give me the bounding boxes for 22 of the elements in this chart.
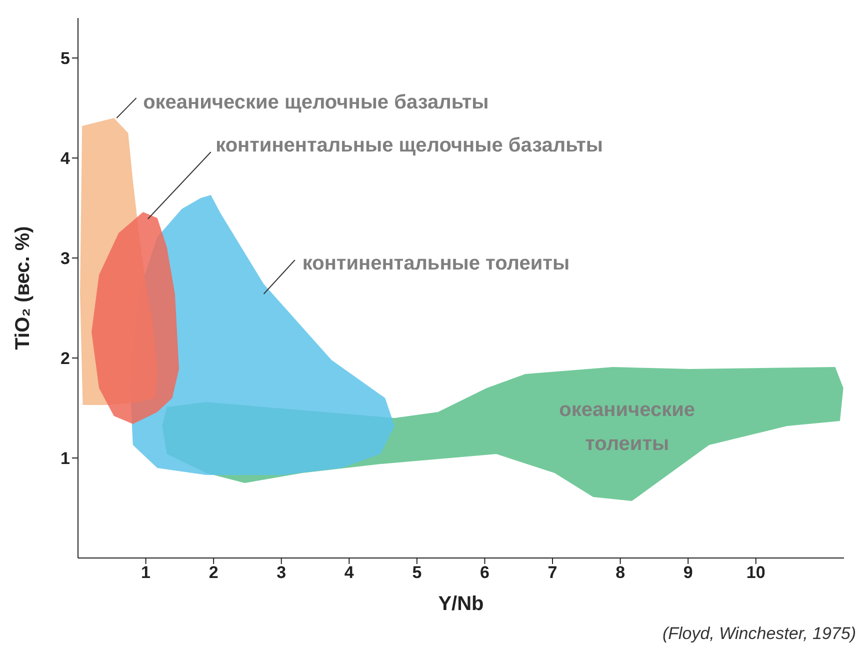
x-tick-label: 1 <box>141 563 151 582</box>
x-axis-title: Y/Nb <box>438 593 484 615</box>
x-tick-label: 10 <box>746 563 766 582</box>
x-tick-label: 6 <box>480 563 490 582</box>
x-tick-label: 2 <box>208 563 218 582</box>
y-tick-label: 4 <box>60 149 71 168</box>
y-tick-label: 5 <box>60 49 70 68</box>
x-tick-label: 9 <box>683 563 693 582</box>
y-tick-label: 2 <box>60 349 70 368</box>
y-tick-label: 3 <box>60 249 70 268</box>
series-label: континентальные толеиты <box>302 252 570 274</box>
x-tick-label: 5 <box>412 563 422 582</box>
text: (Floyd, Winchester, 1975) <box>661 624 856 644</box>
y-axis-title: TiO₂ (вес. %) <box>12 226 34 350</box>
x-tick-label: 3 <box>276 563 286 582</box>
x-tick-label: 8 <box>616 563 626 582</box>
text: континентальные щелочные базальты <box>216 134 604 156</box>
y-tick-label: 1 <box>60 449 70 468</box>
x-tick-label: 4 <box>344 563 354 582</box>
x-tick-label: 7 <box>548 563 558 582</box>
series-label: океанические щелочные базальты <box>143 91 489 114</box>
series-label: океанические толеиты <box>559 399 696 455</box>
